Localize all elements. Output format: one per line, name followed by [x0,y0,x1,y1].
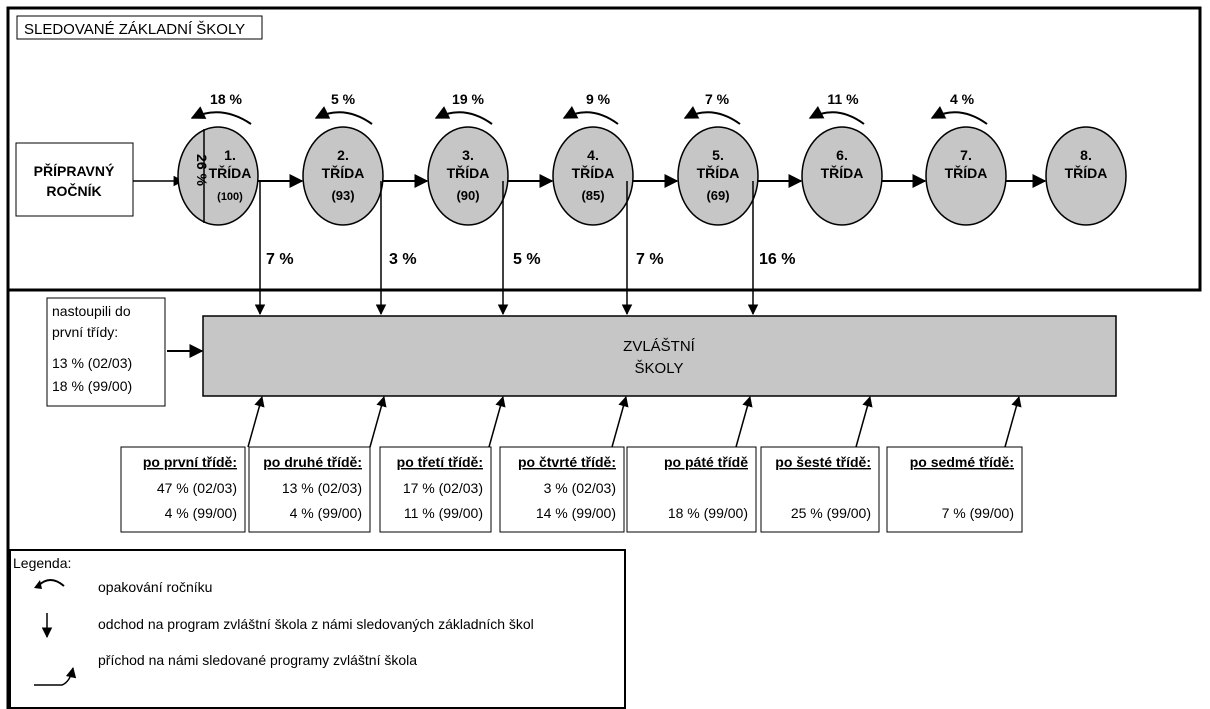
grade-label-1: TŘÍDA [209,164,252,181]
transfer-value-9900-4: 14 % (99/00) [536,505,616,521]
transfer-box-7 [886,446,1023,533]
grade1-side-percent: 26 % [194,154,210,186]
grade-label-5: TŘÍDA [697,164,740,181]
grade-ellipse-1 [177,126,259,226]
special-school-line2: ŠKOLY [635,360,684,377]
repeat-percent-7: 4 % [950,91,975,107]
transfer-header-4: po čtvrté třídě: [518,454,616,470]
transfer-arrow-3 [488,395,506,448]
grade-flow-arrows: 7 % 3 % 5 % 7 % 16 % [254,174,1047,316]
down-percent-5: 16 % [759,251,795,268]
grade-number-7: 7. [960,147,972,163]
grade-number-3: 3. [462,147,474,163]
transfer-header-7: po sedmé třídě: [910,454,1014,470]
repeat-percent-4: 9 % [586,91,611,107]
grade-number-8: 8. [1080,147,1092,163]
repeat-percent-1: 18 % [210,91,242,107]
page-title: SLEDOVANÉ ZÁKLADNÍ ŠKOLY [24,21,245,38]
grade-ellipses: 1.TŘÍDA(100)26 %18 %2.TŘÍDA(93)5 %3.TŘÍD… [177,91,1127,226]
grade-number-4: 4. [587,147,599,163]
grade-count-5: (69) [706,188,729,203]
grade-label-6: TŘÍDA [821,164,864,181]
transfer-value-9900-6: 25 % (99/00) [791,505,871,521]
repeat-percent-2: 5 % [331,91,356,107]
transfer-value-9900-2: 4 % (99/00) [290,505,362,521]
transfer-value-9900-1: 4 % (99/00) [165,505,237,521]
repeat-arrow-7 [930,106,988,125]
legend-item-leave: odchod na program zvláštní škola z námi … [98,616,534,632]
transfer-arrow-1 [247,395,265,448]
grade-number-2: 2. [337,147,349,163]
special-school-line1: ZVLÁŠTNÍ [623,338,696,355]
grade-count-2: (93) [331,188,354,203]
grade-count-4: (85) [581,188,604,203]
grade-number-6: 6. [836,147,848,163]
grade-count-1: (100) [217,191,243,203]
repeat-arrow-3 [434,106,493,125]
preparatory-line2: ROČNÍK [46,182,101,199]
transfer-header-5: po páté třídě [664,454,748,470]
transfer-arrow-6 [855,395,873,448]
transfer-box-6 [760,446,880,533]
down-percent-3: 5 % [513,251,541,268]
repeat-percent-5: 7 % [705,91,730,107]
down-percent-2: 3 % [389,251,417,268]
preparatory-box [15,142,134,217]
grade-label-8: TŘÍDA [1065,164,1108,181]
entered-first-line2: první třídy: [52,324,118,340]
transfer-value-0203-3: 17 % (02/03) [403,480,483,496]
grade-count-3: (90) [456,188,479,203]
repeat-arrow-2 [314,106,373,125]
transfer-value-0203-4: 3 % (02/03) [544,480,616,496]
legend-title: Legenda: [13,555,71,571]
entered-first-line4: 18 % (99/00) [52,378,132,394]
repeat-arrow-4 [562,105,619,125]
repeat-arrow-5 [683,106,741,125]
transfer-header-3: po třetí třídě: [397,454,483,470]
entered-first-line3: 13 % (02/03) [52,355,132,371]
transfer-arrow-4 [611,395,629,448]
transfer-value-0203-1: 47 % (02/03) [157,480,237,496]
preparatory-line1: PŘÍPRAVNÝ [34,162,115,179]
transfer-box-2 [248,446,371,533]
down-percent-1: 7 % [266,251,294,268]
transfer-box-3 [379,446,492,533]
transfer-header-2: po druhé třídě: [263,454,362,470]
transfer-value-9900-5: 18 % (99/00) [668,505,748,521]
grade-label-3: TŘÍDA [447,164,490,181]
grade-label-7: TŘÍDA [945,164,988,181]
title-box [16,15,263,40]
transfer-value-9900-3: 11 % (99/00) [404,505,483,521]
repeat-arrow-1 [190,106,252,125]
transfer-value-9900-7: 7 % (99/00) [942,505,1014,521]
legend-arrival-arrow-icon [34,666,77,686]
legend-item-repeat: opakování ročníku [98,579,212,595]
repeat-percent-6: 11 % [827,91,859,107]
grade-number-5: 5. [712,147,724,163]
transfer-boxes: po první třídě: 47 % (02/03) 4 % (99/00) po… [120,395,1023,533]
transfer-box-1 [120,446,246,533]
transfer-header-1: po první třídě: [143,454,237,470]
transfer-box-4 [499,446,625,533]
transfer-header-6: po šesté třídě: [775,454,871,470]
transfer-arrow-7 [1004,395,1022,448]
entered-first-line1: nastoupili do [52,303,131,319]
repeat-percent-3: 19 % [452,91,484,107]
legend-repeat-arrowhead [34,580,42,589]
grade-number-1: 1. [224,147,236,163]
transfer-arrow-2 [369,395,387,448]
legend-box [9,549,626,709]
special-school-box [202,315,1117,397]
grade-label-2: TŘÍDA [322,164,365,181]
tracked-schools-frame [6,6,1202,292]
down-percent-4: 7 % [636,251,664,268]
grade-label-4: TŘÍDA [572,164,615,181]
legend-item-arrival: příchod na námi sledované programy zvláš… [98,652,417,668]
transfer-value-0203-2: 13 % (02/03) [282,480,362,496]
transfer-box-5 [626,446,757,533]
repeat-arrow-6 [808,105,865,125]
transfer-arrow-5 [735,395,753,448]
entered-first-box [46,297,166,407]
